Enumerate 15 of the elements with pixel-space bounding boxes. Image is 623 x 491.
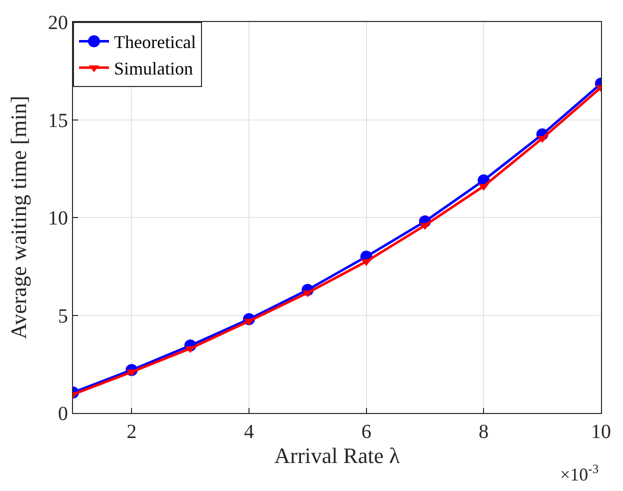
x-tick-label: 6 [361, 421, 372, 443]
x-tick-label: 8 [478, 421, 489, 443]
y-tick-label: 20 [48, 12, 68, 34]
legend-label: Simulation [114, 58, 194, 79]
y-tick-label: 0 [58, 403, 68, 425]
y-tick-label: 10 [48, 208, 68, 230]
legend-label: Theoretical [114, 32, 196, 52]
y-axis-title: Average waiting time [min] [6, 96, 31, 340]
x-tick-label: 10 [591, 421, 611, 443]
x-axis-title: Arrival Rate λ [274, 443, 400, 468]
y-tick-label: 15 [48, 110, 68, 132]
x-tick-label: 2 [126, 421, 137, 443]
text: ×10$^{-3}$ [560, 462, 599, 485]
x-tick-label: 4 [244, 421, 254, 443]
y-tick-label: 5 [58, 305, 68, 328]
